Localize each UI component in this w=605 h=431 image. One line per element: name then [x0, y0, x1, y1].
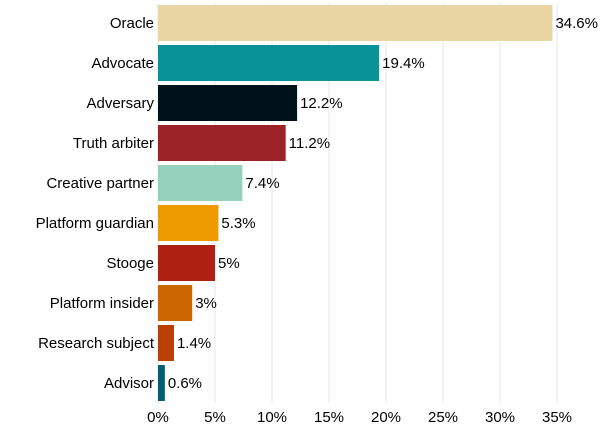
- value-label: 11.2%: [289, 135, 330, 152]
- bar: [158, 5, 553, 41]
- x-tick-label: 35%: [542, 409, 572, 426]
- value-label: 5.3%: [221, 215, 255, 232]
- bar: [158, 85, 298, 121]
- value-label: 19.4%: [382, 55, 425, 72]
- y-tick-label: Platform insider: [50, 295, 154, 312]
- y-tick-label: Adversary: [86, 95, 154, 112]
- y-tick-label: Oracle: [110, 15, 154, 32]
- bar: [158, 325, 174, 361]
- y-tick-label: Truth arbiter: [73, 135, 154, 152]
- x-tick-label: 20%: [371, 409, 401, 426]
- value-label: 34.6%: [555, 15, 598, 32]
- x-tick-label: 25%: [428, 409, 458, 426]
- y-tick-label: Advisor: [104, 375, 154, 392]
- y-tick-label: Research subject: [38, 335, 155, 352]
- value-label: 5%: [218, 255, 240, 272]
- value-label: 7.4%: [245, 175, 279, 192]
- bar: [158, 45, 380, 81]
- bar: [158, 365, 165, 401]
- x-tick-label: 15%: [314, 409, 344, 426]
- bar: [158, 165, 243, 201]
- value-label: 1.4%: [177, 335, 211, 352]
- x-tick-label: 5%: [204, 409, 226, 426]
- x-tick-label: 0%: [147, 409, 169, 426]
- bar: [158, 285, 193, 321]
- x-tick-label: 30%: [485, 409, 515, 426]
- value-label: 0.6%: [168, 375, 202, 392]
- bar: [158, 245, 215, 281]
- value-label: 3%: [195, 295, 217, 312]
- y-tick-label: Creative partner: [46, 175, 154, 192]
- bar: [158, 205, 219, 241]
- bar: [158, 125, 286, 161]
- x-tick-label: 10%: [257, 409, 287, 426]
- value-label: 12.2%: [300, 95, 343, 112]
- y-tick-label: Platform guardian: [36, 215, 154, 232]
- y-tick-label: Stooge: [106, 255, 154, 272]
- y-tick-label: Advocate: [91, 55, 154, 72]
